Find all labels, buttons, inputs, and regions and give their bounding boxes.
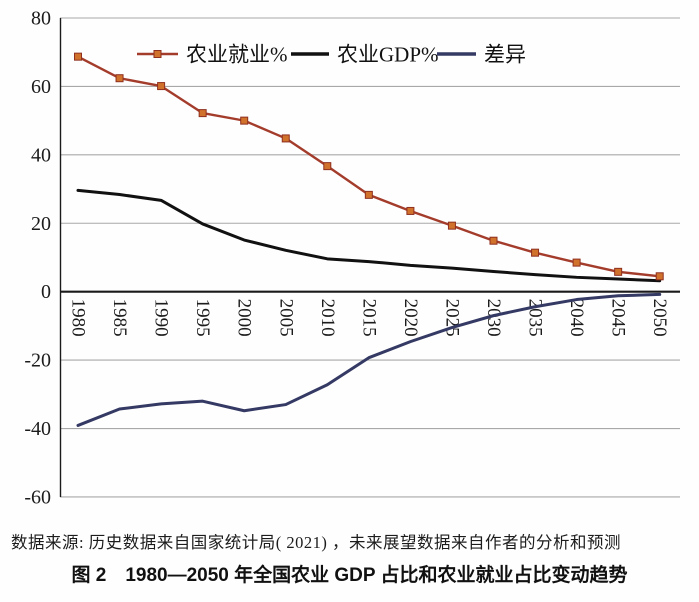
y-tick-label: 40	[31, 144, 51, 166]
y-tick-label: -60	[24, 486, 51, 508]
y-tick-label: 80	[31, 8, 51, 30]
series-line-2	[76, 292, 662, 427]
y-tick-label: 0	[41, 281, 51, 303]
series-marker	[614, 267, 623, 276]
y-tick-label: 60	[31, 76, 51, 98]
series-marker	[364, 190, 373, 199]
series-marker	[240, 116, 249, 125]
series-marker	[531, 248, 540, 257]
legend-marker	[153, 50, 162, 58]
x-tick-label: 2015	[358, 299, 379, 337]
legend-label: 农业就业%	[186, 43, 288, 67]
series-line-1	[76, 188, 662, 283]
y-tick-label: 20	[31, 213, 51, 235]
chart-canvas: 80 60 40 20 0 -20 -40 -60 1980 1985 1990 1995 2000 20…	[24, 8, 680, 508]
series-marker	[198, 109, 207, 118]
series-marker	[115, 74, 124, 83]
legend-label: 差异	[484, 43, 526, 67]
y-tick-label: -20	[24, 350, 51, 372]
series-marker	[572, 258, 581, 267]
data-source-note: 数据来源: 历史数据来自国家统计局( 2021) ，未来展望数据来自作者的分析和…	[11, 533, 621, 552]
series-marker	[489, 236, 498, 245]
x-tick-label: 2030	[483, 299, 504, 337]
series-line-0	[76, 55, 661, 278]
x-tick-label: 2005	[275, 299, 296, 337]
series-marker	[655, 272, 664, 281]
x-tick-label: 2000	[234, 299, 255, 337]
y-tick-label: -40	[24, 418, 51, 440]
series-marker	[157, 82, 166, 91]
x-tick-label: 2050	[649, 299, 670, 337]
x-tick-label: 2010	[317, 299, 338, 337]
x-tick-label: 2020	[400, 299, 421, 337]
x-tick-label: 1995	[192, 299, 213, 337]
series-marker	[447, 221, 456, 230]
legend-label: 农业GDP%	[337, 43, 439, 67]
x-tick-label: 2045	[608, 299, 629, 337]
x-tick-label: 2040	[566, 299, 587, 337]
series-marker	[406, 206, 415, 215]
x-tick-label: 1990	[151, 299, 172, 337]
figure-caption: 图 2 1980—2050 年全国农业 GDP 占比和农业就业占比变动趋势	[71, 565, 628, 586]
series-marker	[281, 134, 290, 143]
series-marker	[74, 52, 82, 61]
x-tick-label: 1980	[68, 299, 89, 337]
x-tick-label: 1985	[109, 299, 130, 337]
series-marker	[323, 162, 332, 171]
